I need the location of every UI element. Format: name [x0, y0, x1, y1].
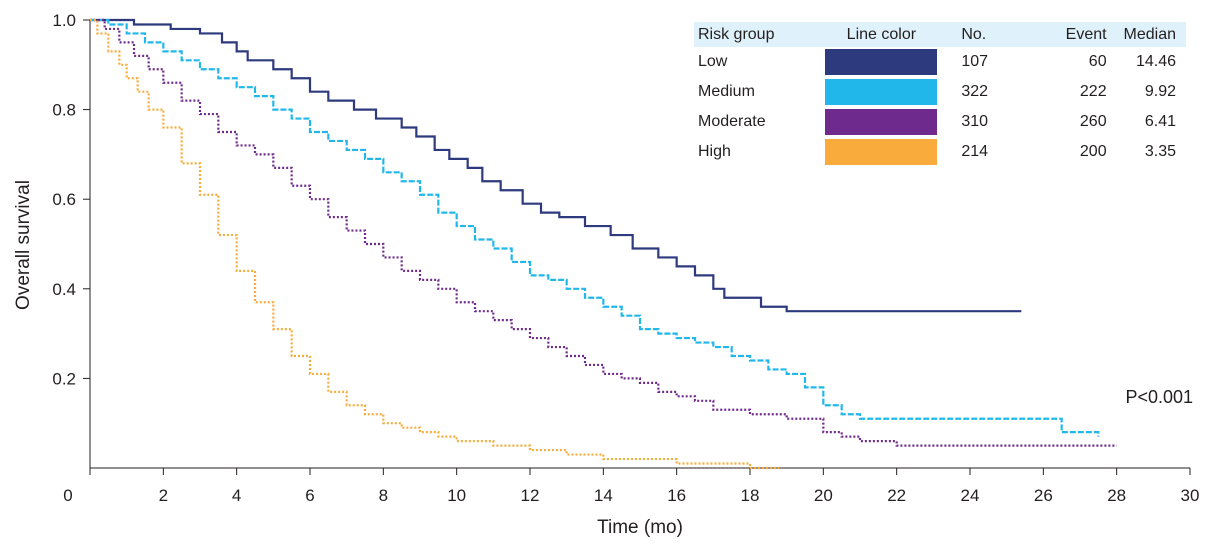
- y-tick-label: 0.8: [52, 101, 76, 120]
- legend-median: 6.41: [1144, 113, 1176, 130]
- color-swatch: [825, 139, 938, 165]
- survival-curve-high: [90, 18, 780, 470]
- x-tick-label: 4: [232, 486, 241, 505]
- legend-group: Moderate: [698, 113, 766, 130]
- x-tick-label: 12: [521, 486, 540, 505]
- legend-median: 3.35: [1144, 143, 1176, 160]
- y-tick-label: 0.4: [52, 280, 76, 299]
- legend-event: 60: [1088, 53, 1107, 70]
- axes: 0 2 4 6 8 10 12 14 16 18 20 22 24 26 28 300.20.40.60.81…: [52, 11, 1199, 505]
- x-tick-label: 8: [379, 486, 388, 505]
- color-swatch: [825, 109, 938, 135]
- x-tick-label: 0: [63, 486, 72, 505]
- x-tick-label: 16: [667, 486, 686, 505]
- legend-group: Medium: [698, 83, 755, 100]
- header-event: Event: [1039, 22, 1111, 47]
- header-no: No.: [947, 22, 1040, 47]
- survival-curve-low: [90, 18, 1022, 313]
- x-tick-label: 6: [305, 486, 314, 505]
- legend-group: High: [698, 143, 731, 160]
- x-axis-title: Time (mo): [597, 517, 683, 538]
- color-swatch: [825, 49, 938, 75]
- x-tick-label: 14: [594, 486, 613, 505]
- x-tick-label: 28: [1107, 486, 1126, 505]
- legend-event: 260: [1079, 113, 1107, 130]
- x-tick-label: 2: [159, 486, 168, 505]
- header-risk-group: Risk group: [694, 22, 816, 47]
- header-median: Median: [1110, 22, 1186, 47]
- legend-color-cell: [815, 107, 947, 137]
- y-tick-label: 1.0: [52, 11, 76, 30]
- y-tick-label: 0.6: [52, 190, 76, 209]
- x-tick-label: 24: [961, 486, 980, 505]
- legend-no: 322: [961, 83, 989, 100]
- legend-event: 222: [1079, 83, 1107, 100]
- legend-no: 310: [961, 113, 989, 130]
- header-line-color: Line color: [815, 22, 948, 47]
- x-tick-label: 10: [447, 486, 466, 505]
- legend-median: 14.46: [1135, 53, 1176, 70]
- plot-area: [90, 18, 1117, 470]
- p-value-annotation: P<0.001: [1125, 387, 1193, 407]
- legend-row-low: Low 107 60 14.46: [694, 47, 1186, 77]
- legend-row-moderate: Moderate 310 260 6.41: [694, 107, 1186, 137]
- color-swatch: [825, 79, 938, 105]
- x-tick-label: 26: [1034, 486, 1053, 505]
- legend-header-row: Risk group Line color No. Event Median: [694, 22, 1186, 47]
- legend-group: Low: [698, 53, 728, 70]
- risk-group-legend-table: Risk group Line color No. Event Median L…: [694, 22, 1186, 167]
- legend-row-medium: Medium 322 222 9.92: [694, 77, 1186, 107]
- x-tick-label: 30: [1181, 486, 1200, 505]
- y-axis-title: Overall survival: [13, 180, 34, 310]
- legend-median: 9.92: [1144, 83, 1176, 100]
- legend-no: 107: [961, 53, 989, 70]
- survival-curve-medium: [90, 18, 1100, 437]
- x-tick-label: 18: [741, 486, 760, 505]
- legend-row-high: High 214 200 3.35: [694, 137, 1186, 167]
- y-tick-label: 0.2: [52, 369, 76, 388]
- legend-color-cell: [815, 47, 947, 77]
- legend-no: 214: [961, 143, 989, 160]
- x-tick-label: 22: [887, 486, 906, 505]
- legend-event: 200: [1079, 143, 1107, 160]
- legend-color-cell: [815, 137, 947, 167]
- x-tick-label: 20: [814, 486, 833, 505]
- legend-color-cell: [815, 77, 947, 107]
